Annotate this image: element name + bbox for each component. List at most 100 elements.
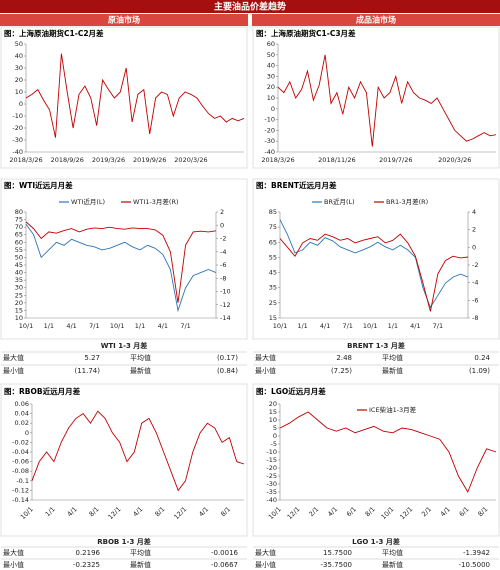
table-title: BRENT 1-3 月差: [347, 341, 405, 350]
y-tick-label: 15: [269, 314, 277, 322]
y-tick-label: -0.04: [12, 448, 29, 456]
x-tick-label: 4/1: [197, 505, 210, 518]
y-tick-label: 20: [15, 299, 23, 307]
y-tick-label: -30: [266, 480, 277, 488]
table-cell: 最小值: [3, 366, 24, 375]
x-tick-label: 2019/7/26: [379, 156, 412, 164]
table-cell: 最小值: [255, 560, 276, 569]
y-tick-label: 55: [269, 253, 277, 261]
x-tick-label: 8/1: [88, 505, 101, 518]
y-tick-label: 30: [15, 284, 23, 292]
y-tick-label: -0.12: [12, 486, 29, 494]
table-cell: 最新值: [130, 560, 151, 569]
y-tick-label: -10: [12, 112, 23, 120]
y-tick-label: -5: [271, 440, 277, 448]
y-tick-label: -40: [264, 148, 275, 156]
panel: [0, 26, 248, 169]
x-tick-label: 7/1: [89, 322, 99, 330]
x-tick-label: 4/1: [439, 505, 452, 518]
y-tick-label: 5: [273, 424, 277, 432]
y-tick-label: -35: [266, 488, 277, 496]
y-tick-label: -0.02: [12, 438, 29, 446]
x-tick-label: 7/1: [433, 322, 443, 330]
y2-tick-label: 2: [220, 208, 224, 216]
table-cell: (7.25): [331, 367, 352, 375]
x-tick-label: 7/1: [342, 322, 352, 330]
y-tick-label: 0.04: [15, 410, 29, 418]
series-line: [277, 54, 497, 147]
x-tick-label: 12/1: [107, 505, 123, 521]
series-line: [25, 223, 217, 313]
panel-title: 图：上海原油期货C1-C3月差: [256, 28, 356, 38]
table-title: LGO 1-3 月差: [352, 537, 400, 546]
y-tick-label: 45: [269, 269, 277, 277]
panel: [0, 178, 248, 340]
x-tick-label: 4/1: [66, 505, 79, 518]
y-tick-label: -20: [266, 464, 277, 472]
legend-label: WTI1-3月差(R): [133, 197, 179, 206]
y-tick-label: -15: [266, 456, 277, 464]
legend-label: ICE柴油1-3月差: [369, 405, 417, 414]
table-cell: 最大值: [3, 548, 24, 557]
x-tick-label: 2020/3/26: [438, 156, 471, 164]
table-cell: -35.7500: [321, 561, 352, 569]
section-title: 成品油市场: [356, 15, 396, 25]
y-tick-label: 0: [25, 429, 29, 437]
y2-tick-label: 0: [220, 221, 224, 229]
y-tick-label: 50: [15, 40, 23, 48]
y-tick-label: 0: [19, 100, 23, 108]
y-tick-label: 0.06: [15, 400, 29, 408]
y-tick-label: 60: [15, 238, 23, 246]
panel: [252, 178, 500, 340]
y-tick-label: 20: [267, 83, 275, 91]
x-tick-label: 1/1: [388, 322, 398, 330]
x-tick-label: 2020/3/26: [174, 156, 207, 164]
table-cell: -10.5000: [459, 561, 490, 569]
y2-tick-label: -12: [220, 301, 231, 309]
y-tick-label: 80: [15, 208, 23, 216]
y-tick-label: 85: [269, 208, 277, 216]
legend-label: WTI近月(L): [71, 197, 105, 206]
table-cell: 最大值: [3, 353, 24, 362]
table-cell: 最新值: [382, 366, 403, 375]
table-cell: 平均值: [382, 353, 403, 362]
y-tick-label: 15: [269, 408, 277, 416]
y2-tick-label: -6: [220, 261, 226, 269]
y-tick-label: 20: [15, 76, 23, 84]
y-tick-label: -40: [12, 148, 23, 156]
y-tick-label: 10: [15, 88, 23, 96]
table-cell: 最新值: [382, 560, 403, 569]
y2-tick-label: -14: [220, 314, 231, 322]
table-cell: 平均值: [130, 548, 151, 557]
section-bar: [252, 14, 500, 26]
x-tick-label: 4/1: [320, 322, 330, 330]
x-tick-label: 2018/9/26: [51, 156, 84, 164]
table-cell: 最大值: [255, 353, 276, 362]
panel-title: 图：RBOB近远月月差: [4, 386, 81, 396]
x-tick-label: 1/1: [44, 505, 57, 518]
x-tick-label: 10/1: [380, 505, 396, 521]
table-cell: 平均值: [382, 548, 403, 557]
x-tick-label: 4/1: [66, 322, 76, 330]
table-cell: (1.09): [469, 367, 490, 375]
y-tick-label: 75: [269, 223, 277, 231]
table-cell: -0.0016: [211, 549, 239, 557]
x-tick-label: 12/1: [286, 505, 302, 521]
table-cell: 最小值: [3, 560, 24, 569]
y-tick-label: -20: [264, 126, 275, 134]
series-line: [279, 219, 469, 309]
y2-tick-label: -8: [220, 274, 226, 282]
table-cell: 0.2196: [76, 549, 101, 557]
y-tick-label: -0.08: [12, 467, 29, 475]
y-tick-label: -0.14: [12, 496, 29, 504]
y-tick-label: 0: [271, 105, 275, 113]
y-tick-label: 75: [15, 216, 23, 224]
y2-tick-label: -4: [472, 279, 478, 287]
y-tick-label: 25: [15, 291, 23, 299]
y-tick-label: 30: [267, 72, 275, 80]
x-tick-label: 2018/3/26: [261, 156, 294, 164]
y-tick-label: 60: [267, 40, 275, 48]
y-tick-label: 55: [15, 246, 23, 254]
y-tick-label: 20: [269, 400, 277, 408]
